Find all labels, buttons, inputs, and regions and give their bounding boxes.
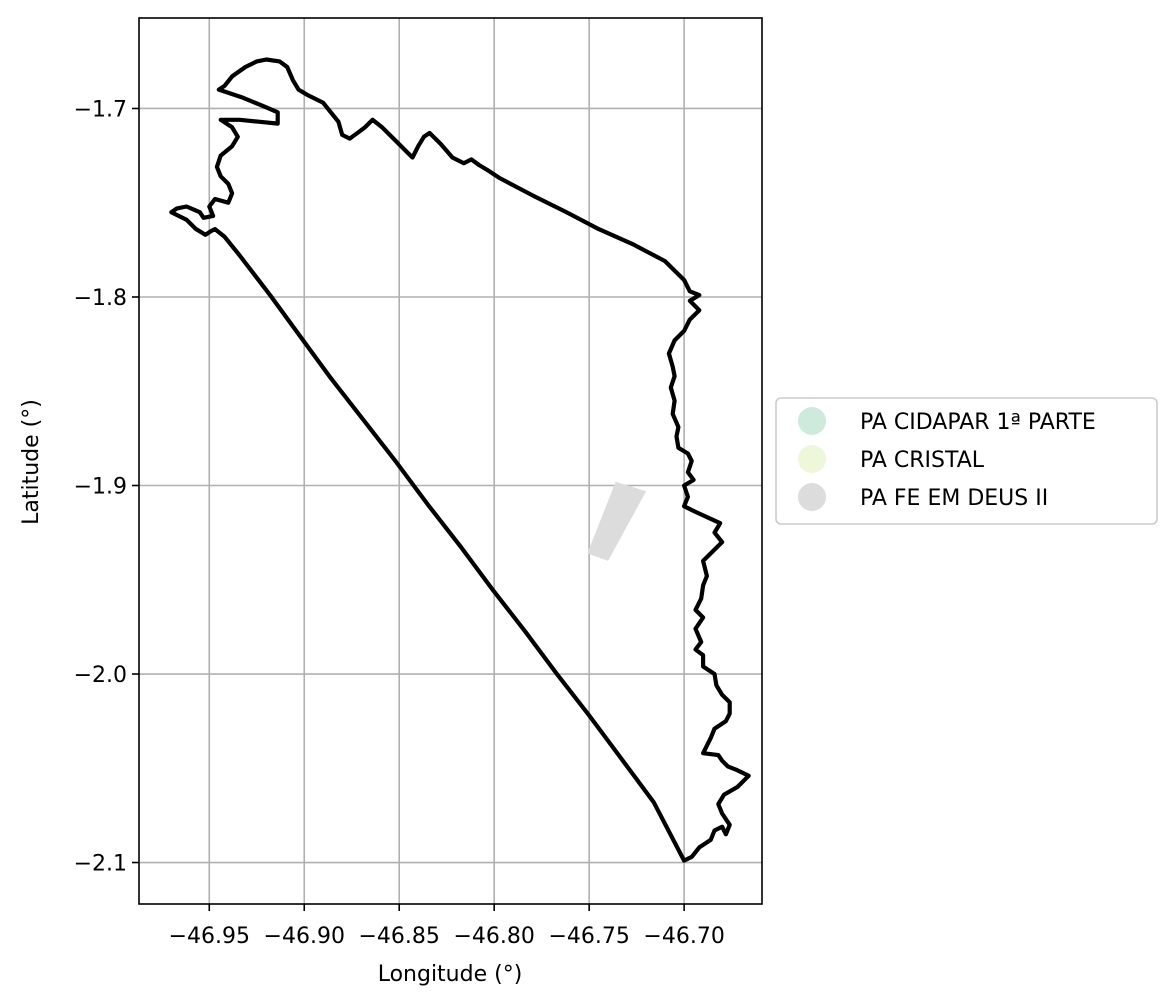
legend-label: PA FE EM DEUS II (860, 486, 1048, 511)
x-axis-label: Longitude (°) (378, 962, 523, 987)
y-axis-ticks: −1.7 −1.8 −1.9 −2.0 −2.1 (74, 97, 139, 877)
x-axis-ticks: −46.95 −46.90 −46.85 −46.80 −46.75 −46.70 (169, 904, 725, 949)
x-tick-label: −46.95 (169, 924, 250, 949)
x-tick-label: −46.75 (548, 924, 629, 949)
boundary-outline (169, 57, 751, 863)
x-tick-label: −46.85 (359, 924, 440, 949)
legend-marker (798, 445, 826, 473)
legend-label: PA CRISTAL (860, 448, 985, 473)
y-tick-label: −1.8 (74, 286, 127, 311)
legend-marker (798, 483, 826, 511)
y-grid-lines (139, 107, 762, 864)
y-axis-label: Latitude (°) (19, 399, 44, 525)
legend-entries: PA CIDAPAR 1ª PARTE PA CRISTAL PA FE EM DE… (798, 407, 1096, 511)
legend-marker (798, 407, 826, 435)
y-tick-label: −1.7 (74, 97, 127, 122)
y-tick-label: −1.9 (74, 475, 127, 500)
x-tick-label: −46.90 (264, 924, 345, 949)
legend: PA CIDAPAR 1ª PARTE PA CRISTAL PA FE EM DE… (775, 397, 1158, 525)
y-tick-label: −2.0 (74, 663, 127, 688)
x-tick-label: −46.70 (643, 924, 724, 949)
y-tick-label: −2.1 (74, 852, 127, 877)
legend-frame (775, 397, 1158, 525)
plot-frame (138, 17, 763, 905)
feature-polygon (587, 481, 647, 561)
x-tick-label: −46.80 (453, 924, 534, 949)
legend-label: PA CIDAPAR 1ª PARTE (860, 410, 1096, 435)
features-layer (587, 481, 647, 561)
x-grid-lines (208, 18, 685, 904)
